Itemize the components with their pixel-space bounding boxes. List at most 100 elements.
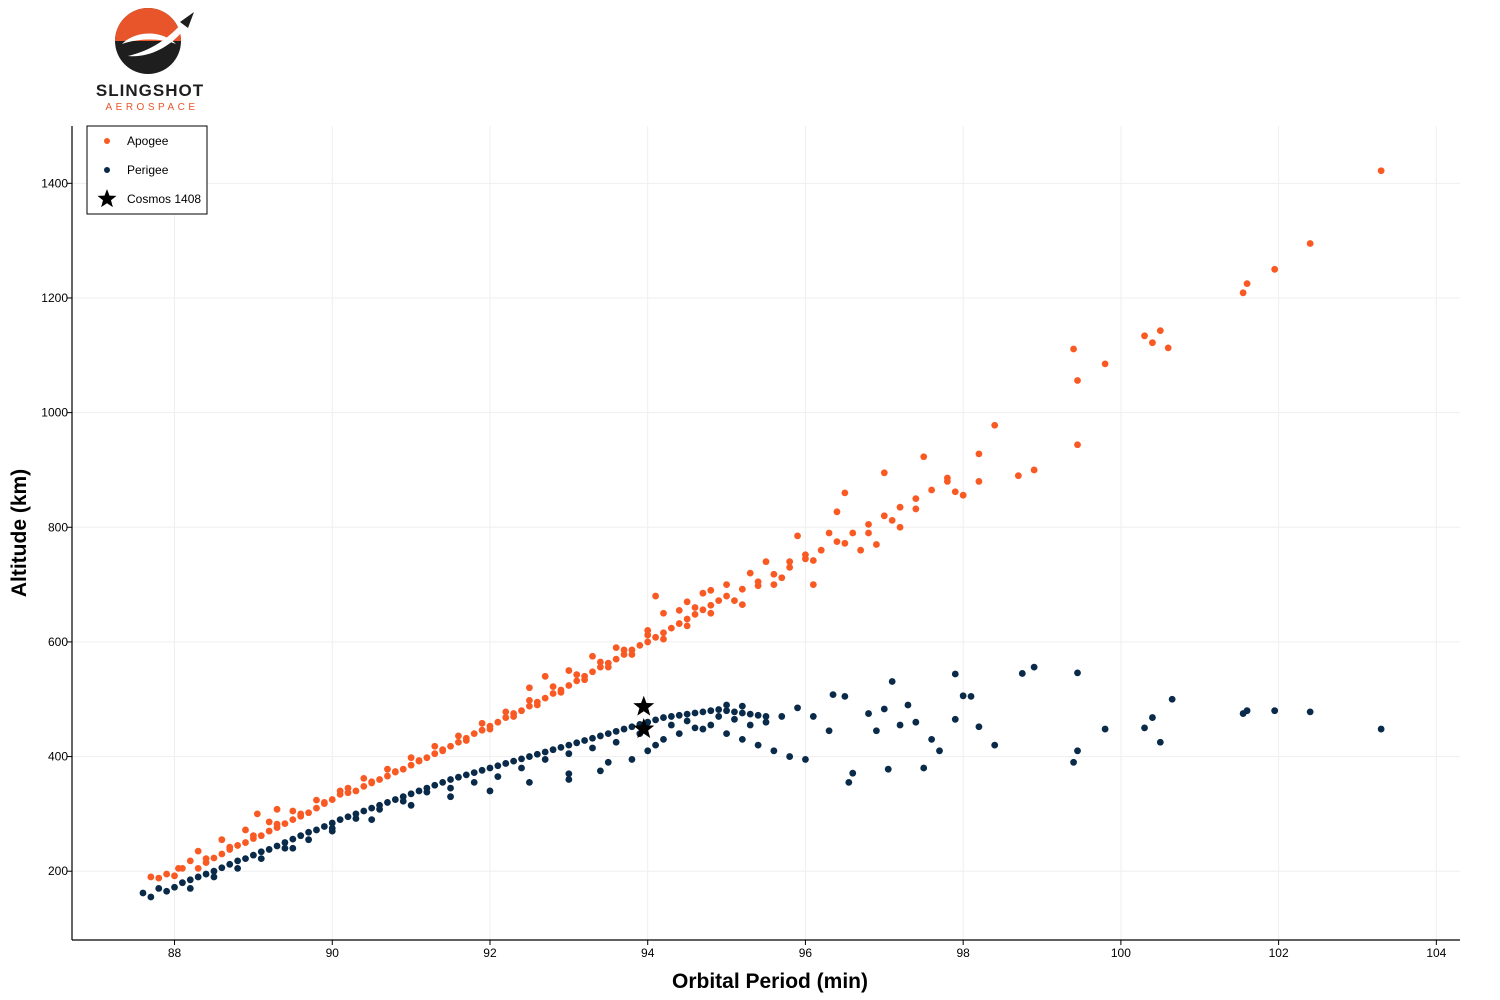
perigee-point	[407, 790, 415, 798]
perigee-point	[738, 735, 746, 743]
perigee-point	[975, 723, 983, 731]
cosmos-1408-star-point	[633, 718, 655, 738]
perigee-point	[683, 717, 691, 725]
perigee-point	[320, 823, 328, 830]
y-tick-label: 1000	[41, 406, 68, 420]
apogee-point	[455, 732, 462, 740]
perigee-point	[967, 692, 975, 700]
perigee-point	[249, 851, 257, 859]
apogee-point	[849, 529, 857, 537]
perigee-point	[360, 807, 368, 815]
perigee-point	[628, 756, 636, 763]
apogee-point	[943, 474, 951, 482]
perigee-point	[163, 887, 171, 895]
apogee-point	[573, 677, 581, 685]
perigee-point	[1168, 695, 1176, 703]
apogee-point	[273, 820, 281, 828]
apogee-point	[873, 541, 880, 548]
apogee-point	[242, 839, 249, 846]
perigee-point	[849, 769, 857, 777]
apogee-point	[194, 847, 202, 855]
perigee-point	[1101, 725, 1109, 733]
apogee-point	[809, 581, 817, 588]
perigee-point	[1377, 725, 1385, 733]
perigee-point	[589, 734, 596, 742]
perigee-point	[880, 705, 888, 713]
perigee-point	[1306, 708, 1314, 716]
x-tick-label: 90	[326, 946, 340, 960]
apogee-point	[912, 505, 920, 513]
apogee-point	[1101, 360, 1109, 368]
apogee-point	[707, 586, 715, 594]
perigee-point	[289, 844, 297, 852]
perigee-point	[186, 885, 194, 892]
perigee-point	[794, 704, 801, 712]
apogee-point	[541, 694, 549, 702]
points-layer	[139, 167, 1385, 901]
perigee-point	[620, 725, 628, 733]
perigee-point	[147, 893, 155, 901]
apogee-point	[738, 585, 746, 593]
apogee-point	[1070, 345, 1077, 353]
perigee-point	[313, 826, 320, 834]
perigee-point	[809, 713, 817, 720]
perigee-point	[407, 801, 415, 809]
perigee-point	[447, 784, 454, 792]
perigee-point	[1271, 707, 1279, 715]
apogee-point	[313, 804, 320, 812]
perigee-point	[920, 764, 928, 772]
perigee-point	[589, 744, 596, 752]
apogee-point	[912, 495, 920, 503]
perigee-point	[573, 739, 581, 747]
perigee-point	[628, 723, 636, 731]
perigee-point	[1018, 670, 1026, 677]
apogee-point	[257, 832, 265, 840]
perigee-point	[186, 876, 194, 884]
perigee-point	[865, 710, 872, 717]
apogee-point	[833, 538, 841, 545]
apogee-point	[486, 725, 494, 733]
perigee-point	[226, 860, 234, 868]
apogee-point	[833, 508, 841, 516]
apogee-point	[794, 532, 801, 540]
apogee-point	[352, 787, 360, 795]
perigee-point	[845, 778, 853, 786]
apogee-point	[1030, 466, 1038, 474]
apogee-point	[691, 611, 699, 618]
apogee-point	[723, 592, 730, 600]
perigee-point	[470, 769, 478, 777]
perigee-point	[762, 718, 770, 726]
perigee-point	[884, 765, 892, 773]
perigee-point	[139, 889, 147, 897]
perigee-point	[699, 708, 707, 716]
apogee-point	[880, 469, 888, 477]
perigee-point	[439, 778, 447, 786]
apogee-point	[644, 631, 652, 639]
perigee-point	[896, 721, 904, 729]
apogee-point	[1377, 167, 1385, 175]
apogee-point	[573, 671, 581, 678]
legend-cosmos-1408-star-icon	[97, 189, 117, 208]
perigee-point	[959, 692, 967, 700]
perigee-point	[431, 781, 439, 789]
x-tick-label: 88	[168, 946, 182, 960]
perigee-point	[1243, 707, 1251, 715]
perigee-point	[526, 778, 533, 786]
apogee-point	[1271, 265, 1279, 273]
apogee-point	[738, 601, 746, 609]
apogee-point	[604, 663, 612, 671]
perigee-point	[723, 707, 730, 715]
perigee-point	[297, 832, 305, 840]
legend-cosmos-1408-label: Cosmos 1408	[127, 192, 201, 206]
apogee-point	[494, 718, 502, 726]
apogee-point	[675, 606, 683, 614]
apogee-point	[565, 667, 573, 674]
apogee-point	[447, 742, 454, 750]
perigee-point	[731, 715, 738, 723]
apogee-point	[313, 796, 320, 804]
perigee-point	[557, 743, 565, 751]
perigee-point	[289, 835, 297, 843]
apogee-point	[273, 805, 281, 813]
apogee-point	[360, 774, 368, 782]
perigee-point	[565, 741, 573, 749]
